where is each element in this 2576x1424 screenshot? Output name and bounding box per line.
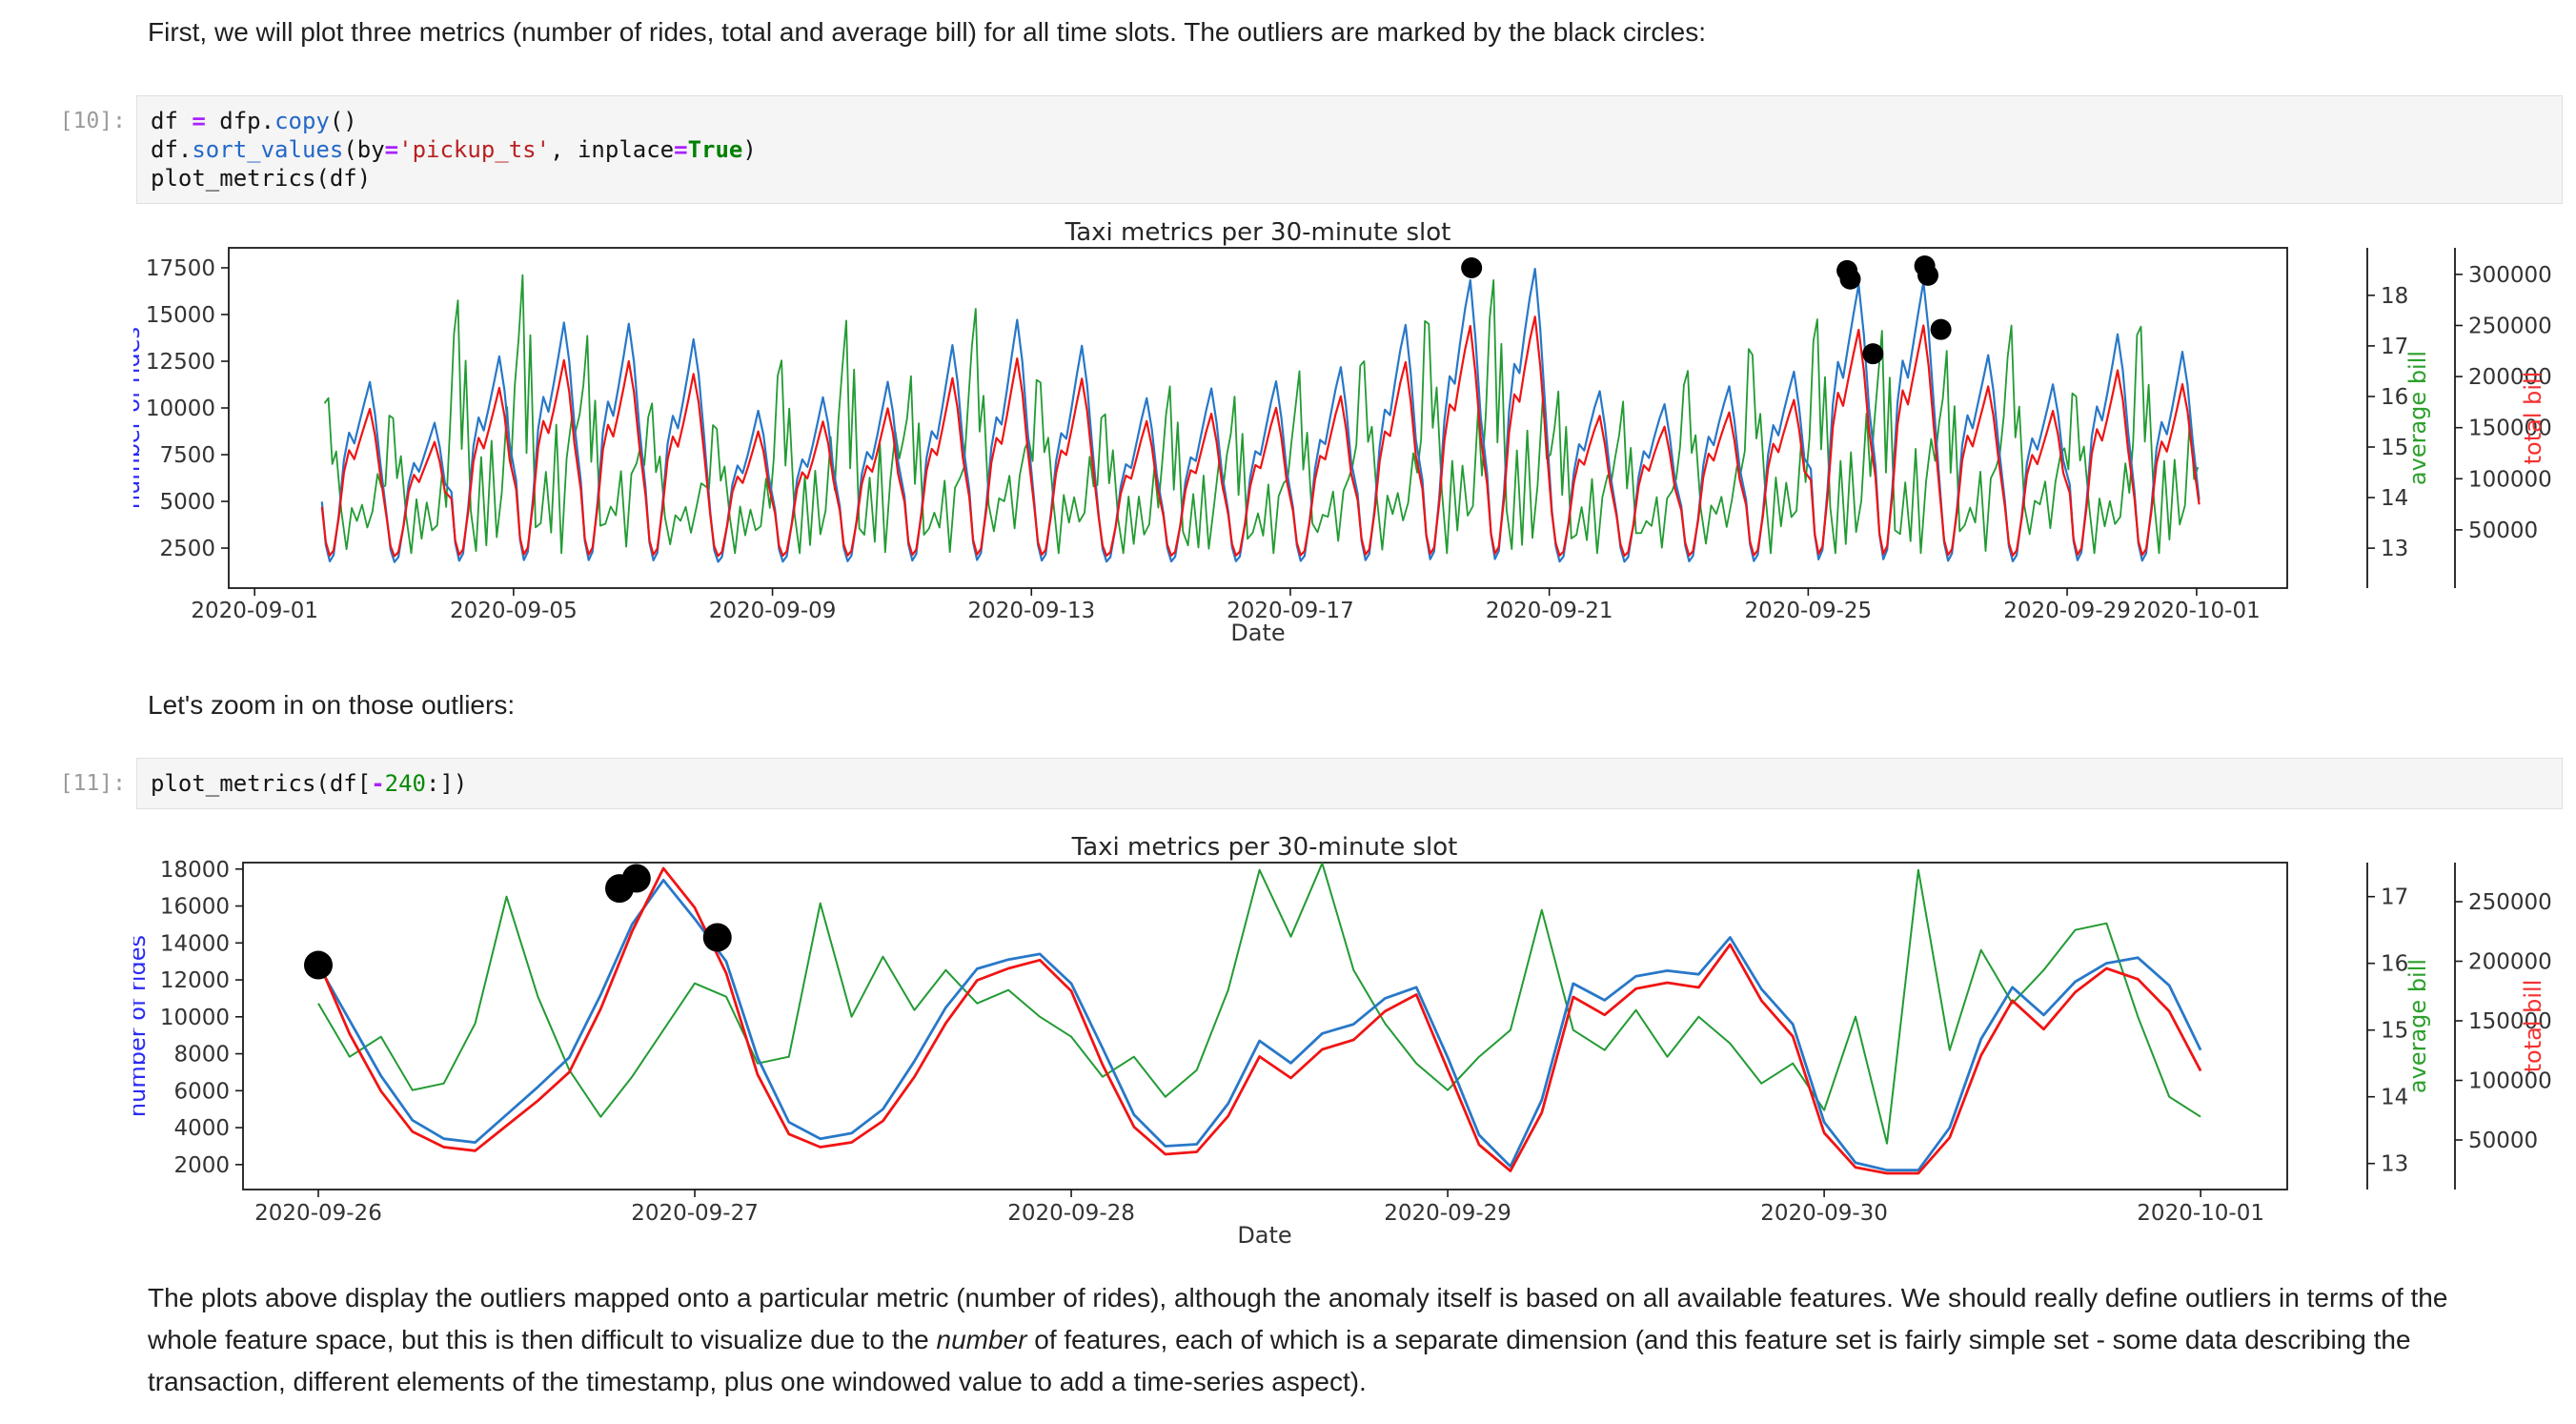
y-axis-label-total: total bill (2520, 372, 2546, 465)
code-editor-10[interactable]: df = dfp.copy() df.sort_values(by='picku… (151, 108, 757, 192)
code-cell-10[interactable]: df = dfp.copy() df.sort_values(by='picku… (136, 95, 2563, 204)
markdown-italic: number (936, 1325, 1027, 1354)
x-tick-label: 2020-10-01 (2133, 599, 2261, 623)
outlier-marker (1917, 264, 1939, 286)
y-tick-label: 12000 (160, 968, 230, 993)
right-tick-label: 14 (2381, 1086, 2408, 1110)
x-tick-label: 2020-09-09 (709, 599, 837, 623)
y-axis-label-rides: number of rides (133, 327, 145, 509)
code-cell-11[interactable]: plot_metrics(df[-240:]) (136, 758, 2563, 809)
chart-title: Taxi metrics per 30-minute slot (1065, 222, 1451, 247)
x-tick-label: 2020-09-29 (2003, 599, 2131, 623)
figure-output-zoomed-chart: Taxi metrics per 30-minute slot 2020-09-2… (133, 833, 2552, 1249)
y-tick-label: 16000 (160, 895, 230, 920)
right-tick-label: 150000 (2468, 417, 2552, 441)
markdown-text: First, we will plot three metrics (numbe… (148, 17, 1706, 47)
y-tick-label: 4000 (173, 1116, 230, 1141)
x-tick-label: 2020-09-30 (1760, 1201, 1888, 1226)
outlier-marker (1930, 318, 1952, 340)
right-tick-label: 16 (2381, 385, 2408, 410)
x-axis-label: Date (1237, 1222, 1291, 1249)
y-axis-label-avg: average bill (2404, 351, 2431, 485)
right-tick-label: 250000 (2468, 314, 2552, 338)
right-tick-label: 15 (2381, 436, 2408, 460)
markdown-cell-zoom: Let's zoom in on those outliers: (148, 684, 515, 726)
x-tick-label: 2020-09-17 (1227, 599, 1354, 623)
right-tick-label: 50000 (2468, 519, 2538, 543)
right-tick-label: 13 (2381, 1152, 2408, 1177)
markdown-text: The plots above display the outliers map… (148, 1283, 2448, 1354)
series-line (316, 879, 2202, 1172)
y-tick-label: 14000 (160, 931, 230, 956)
y-axis-label-rides: number of rides (133, 935, 151, 1117)
y-tick-label: 17500 (146, 256, 215, 281)
right-tick-label: 150000 (2468, 1009, 2552, 1034)
outlier-marker (1839, 268, 1861, 290)
y-tick-label: 2500 (159, 537, 215, 561)
plot-area (242, 862, 2288, 1190)
y-tick-label: 7500 (159, 443, 215, 468)
plot-area (228, 247, 2288, 589)
series-line (320, 268, 2201, 563)
right-tick-label: 18 (2381, 284, 2408, 309)
x-tick-label: 2020-09-05 (450, 599, 578, 623)
right-tick-label: 100000 (2468, 1069, 2552, 1094)
right-tick-label: 50000 (2468, 1129, 2538, 1153)
outlier-marker (621, 864, 651, 893)
x-tick-label: 2020-09-28 (1007, 1201, 1135, 1226)
right-tick-label: 17 (2381, 335, 2408, 359)
y-tick-label: 8000 (173, 1043, 230, 1068)
y-tick-label: 2000 (173, 1153, 230, 1178)
series-line (320, 315, 2201, 558)
x-tick-label: 2020-09-21 (1486, 599, 1613, 623)
y-tick-label: 12500 (146, 350, 215, 375)
right-tick-label: 16 (2381, 952, 2408, 977)
x-axis-label: Date (1230, 620, 1285, 641)
y-tick-label: 5000 (159, 490, 215, 515)
y-tick-label: 10000 (146, 397, 215, 421)
right-tick-label: 15 (2381, 1019, 2408, 1044)
y-tick-label: 18000 (160, 858, 230, 883)
right-tick-label: 100000 (2468, 467, 2552, 492)
chart-title: Taxi metrics per 30-minute slot (1071, 833, 1458, 862)
markdown-cell-intro: First, we will plot three metrics (numbe… (148, 11, 1706, 53)
x-tick-label: 2020-10-01 (2137, 1201, 2264, 1226)
outlier-marker (304, 950, 334, 980)
right-tick-label: 250000 (2468, 890, 2552, 915)
y-axis-label-avg: average bill (2404, 959, 2431, 1093)
y-tick-label: 10000 (160, 1006, 230, 1030)
code-editor-11[interactable]: plot_metrics(df[-240:]) (151, 770, 468, 797)
outlier-marker (1862, 343, 1884, 365)
x-tick-label: 2020-09-29 (1384, 1201, 1511, 1226)
figure-output-overview-chart: Taxi metrics per 30-minute slot 2020-09-0… (133, 222, 2552, 641)
right-tick-label: 17 (2381, 885, 2408, 910)
x-tick-label: 2020-09-26 (254, 1201, 382, 1226)
execution-prompt-11: [11]: (59, 771, 126, 796)
series-line (323, 274, 2200, 555)
markdown-cell-discussion: The plots above display the outliers map… (148, 1277, 2465, 1403)
x-tick-label: 2020-09-13 (967, 599, 1095, 623)
right-tick-label: 14 (2381, 486, 2408, 511)
series-line (317, 863, 2201, 1145)
x-tick-label: 2020-09-27 (631, 1201, 759, 1226)
outlier-marker (1461, 256, 1483, 278)
x-tick-label: 2020-09-01 (191, 599, 318, 623)
markdown-text: of features, each of which is a separate… (148, 1325, 2411, 1396)
outlier-marker (702, 923, 732, 952)
y-axis-label-total: total bill (2520, 980, 2546, 1073)
y-tick-label: 15000 (146, 303, 215, 328)
right-tick-label: 13 (2381, 537, 2408, 561)
series-line (316, 866, 2202, 1175)
right-tick-label: 200000 (2468, 950, 2552, 975)
x-tick-label: 2020-09-25 (1745, 599, 1873, 623)
y-tick-label: 6000 (173, 1079, 230, 1104)
right-tick-label: 200000 (2468, 365, 2552, 390)
markdown-text: Let's zoom in on those outliers: (148, 690, 516, 720)
right-tick-label: 300000 (2468, 263, 2552, 288)
execution-prompt-10: [10]: (59, 109, 126, 133)
